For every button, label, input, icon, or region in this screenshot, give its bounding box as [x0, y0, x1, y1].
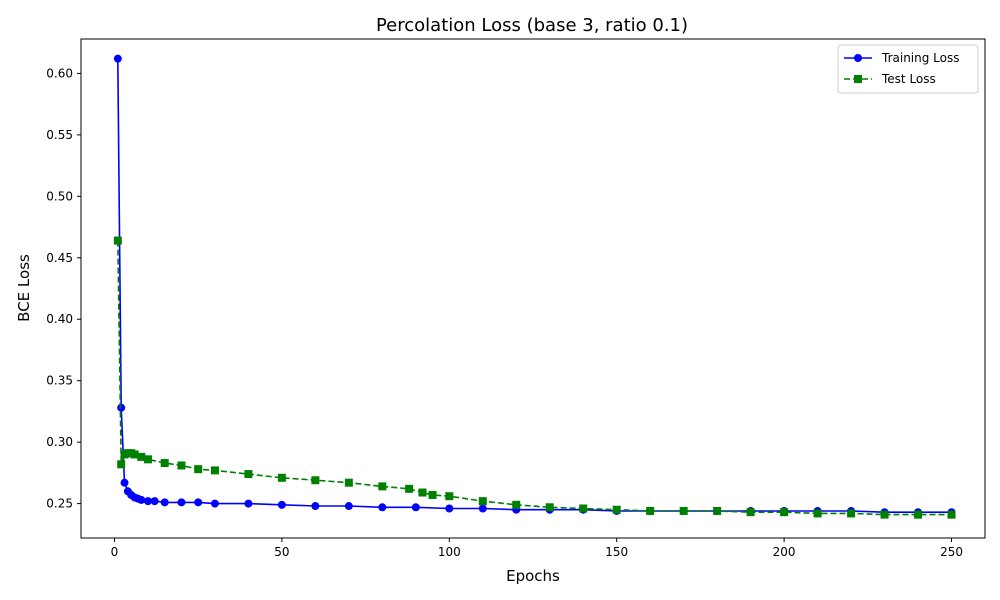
y-tick-label: 0.30	[46, 435, 73, 449]
test-loss-point	[210, 466, 219, 475]
x-tick-label: 50	[274, 545, 289, 559]
test-loss-point	[143, 455, 152, 464]
x-tick-label: 0	[111, 545, 119, 559]
training-loss-point	[411, 503, 420, 512]
axes-frame	[80, 38, 986, 539]
x-axis-title: Epochs	[506, 567, 560, 585]
axes: 0 50 100 150 200 250 0.25 0.30 0.35 0.40 0.45 0.50 0…	[46, 38, 986, 559]
training-loss-point	[117, 403, 126, 412]
test-loss-point	[813, 509, 822, 518]
x-tick-label: 100	[438, 545, 461, 559]
training-loss-point	[244, 499, 253, 508]
test-loss-point	[713, 506, 722, 515]
training-loss-point	[194, 498, 203, 507]
test-loss-point	[612, 505, 621, 514]
test-loss-point	[137, 452, 146, 461]
test-loss-point	[378, 482, 387, 491]
training-loss-point	[210, 499, 219, 508]
test-loss-point	[545, 503, 554, 512]
test-loss-point	[780, 508, 789, 517]
test-loss-point	[478, 497, 487, 506]
test-loss-point	[445, 492, 454, 501]
test-loss-point	[880, 510, 889, 519]
legend-label: Test Loss	[881, 72, 936, 86]
test-loss-point	[311, 476, 320, 485]
test-loss-point	[113, 236, 122, 245]
series-line-training	[117, 58, 952, 514]
y-tick-label: 0.50	[46, 189, 73, 203]
training-loss-point	[311, 502, 320, 511]
test-loss-point	[746, 508, 755, 517]
legend: Training Loss Test Loss	[837, 44, 979, 94]
legend-box	[837, 44, 979, 94]
legend-marker-square	[854, 75, 862, 83]
test-loss-point	[130, 450, 139, 459]
training-loss-point	[277, 500, 286, 509]
x-tick-label: 200	[773, 545, 796, 559]
training-loss-point	[378, 503, 387, 512]
test-loss-point	[194, 465, 203, 474]
training-loss-point	[445, 504, 454, 513]
legend-marker-circle	[854, 54, 862, 62]
series-line-test	[117, 240, 952, 516]
plot-area	[113, 54, 956, 519]
training-loss-point	[137, 495, 146, 504]
test-loss-point	[947, 510, 956, 519]
test-loss-point	[117, 460, 126, 469]
y-tick-label: 0.35	[46, 374, 73, 388]
training-loss-point	[150, 497, 159, 506]
test-loss-point	[847, 509, 856, 518]
test-loss-point	[277, 473, 286, 482]
training-loss-point	[120, 478, 129, 487]
training-loss-point	[344, 502, 353, 511]
test-loss-point	[177, 461, 186, 470]
training-loss-point	[113, 54, 122, 63]
y-tick-label: 0.55	[46, 128, 73, 142]
y-tick-label: 0.45	[46, 251, 73, 265]
test-loss-point	[914, 510, 923, 519]
test-loss-point	[512, 500, 521, 509]
x-tick-label: 250	[940, 545, 963, 559]
legend-label: Training Loss	[881, 51, 959, 65]
training-loss-point	[478, 504, 487, 513]
test-loss-point	[160, 459, 169, 468]
training-loss-point	[177, 498, 186, 507]
y-tick-label: 0.60	[46, 66, 73, 80]
training-loss-point	[160, 498, 169, 507]
test-loss-point	[418, 488, 427, 497]
y-tick-label: 0.25	[46, 497, 73, 511]
y-axis-title: BCE Loss	[15, 254, 33, 322]
test-loss-point	[646, 506, 655, 515]
test-loss-point	[405, 484, 414, 493]
test-loss-point	[344, 478, 353, 487]
test-loss-point	[428, 490, 437, 499]
x-tick-label: 150	[605, 545, 628, 559]
test-loss-point	[579, 504, 588, 513]
test-loss-point	[679, 506, 688, 515]
chart-title: Percolation Loss (base 3, ratio 0.1)	[376, 15, 688, 36]
test-loss-point	[244, 470, 253, 479]
y-tick-label: 0.40	[46, 312, 73, 326]
training-loss-point	[143, 497, 152, 506]
